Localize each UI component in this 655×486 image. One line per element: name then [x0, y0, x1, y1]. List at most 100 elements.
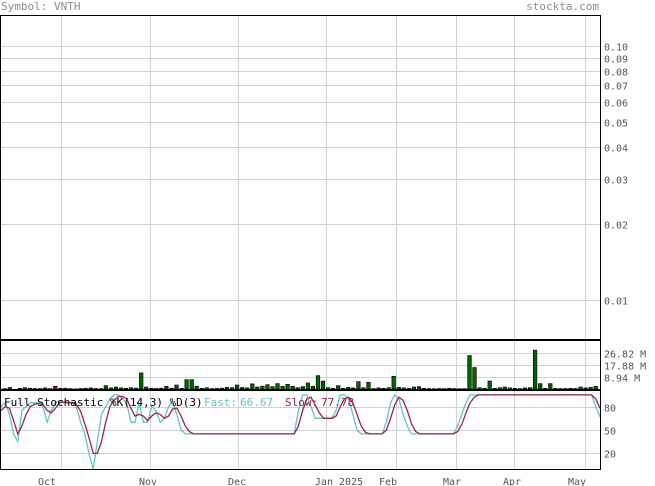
- volume-bar: [487, 380, 492, 390]
- volume-bar: [366, 381, 371, 390]
- volume-bar: [295, 387, 300, 390]
- volume-bar: [265, 384, 270, 390]
- x-tick-label: Nov: [139, 477, 157, 486]
- volume-bar: [224, 387, 230, 390]
- price-panel: 0.100.09 0.08 0.07 0.06 0.05 0.04 0.03 0.02 0.01: [0, 15, 628, 340]
- volume-bar: [325, 387, 331, 390]
- volume-bar: [512, 387, 517, 390]
- volume-bar: [58, 387, 63, 390]
- volume-bar: [144, 386, 149, 390]
- price-tick-label: 0.02: [604, 221, 628, 232]
- volume-bar: [568, 387, 573, 390]
- volume-bar: [255, 386, 260, 390]
- price-tick-label: 0.08: [604, 68, 628, 79]
- volume-bar: [310, 385, 316, 390]
- volume-bar: [32, 388, 38, 390]
- fast-legend-value: 66.67: [240, 396, 273, 409]
- volume-bar: [492, 387, 497, 390]
- volume-bar: [553, 387, 558, 390]
- volume-bar: [391, 375, 396, 390]
- volume-bar: [401, 387, 406, 390]
- volume-bar: [88, 387, 93, 390]
- fast-legend-label: Fast:: [204, 396, 237, 409]
- volume-bar: [199, 387, 204, 390]
- volume-bar: [174, 384, 179, 390]
- volume-bar: [108, 387, 113, 390]
- volume-bar: [467, 355, 472, 390]
- price-tick-label: 0.10: [604, 43, 628, 54]
- volume-bar: [548, 383, 553, 390]
- slow-line: [0, 394, 601, 455]
- volume-bar: [103, 385, 108, 390]
- price-tick-label: 0.07: [604, 82, 628, 93]
- volume-bar: [416, 386, 422, 390]
- price-tick-label: 0.06: [604, 99, 628, 110]
- volume-bar: [219, 387, 225, 390]
- volume-bar: [381, 387, 386, 390]
- volume-bar: [27, 387, 33, 390]
- volume-bar: [527, 387, 533, 390]
- x-tick-label: Jan 2025: [315, 477, 363, 486]
- volume-bar: [578, 386, 583, 390]
- volume-bar: [154, 388, 159, 390]
- stochastic-tick-label: 50: [604, 427, 616, 438]
- volume-bar: [83, 387, 88, 390]
- stochastic-tick-label: 20: [604, 450, 616, 461]
- brand-link[interactable]: stockta.com: [526, 0, 599, 13]
- volume-bar: [447, 387, 452, 390]
- volume-bar: [184, 379, 189, 390]
- volume-bar: [270, 386, 275, 390]
- volume-bar: [346, 386, 351, 390]
- stochastic-y-ticks: 80 50 20: [604, 404, 616, 461]
- volume-bar: [411, 386, 417, 390]
- volume-frame: [0, 340, 601, 390]
- x-axis-labels: Oct Nov Dec Jan 2025 Feb Mar Apr May: [38, 477, 586, 486]
- volume-bar: [275, 383, 280, 390]
- x-tick-label: Feb: [379, 477, 397, 486]
- volume-bar: [315, 375, 321, 390]
- price-tick-label: 0.04: [604, 144, 628, 155]
- volume-bar: [285, 383, 290, 390]
- volume-bar: [305, 382, 311, 390]
- volume-tick-label: 8.94 M: [604, 374, 640, 385]
- price-frame: [0, 15, 601, 340]
- volume-bar: [421, 387, 427, 390]
- volume-bar: [386, 387, 391, 390]
- volume-bar: [588, 387, 593, 390]
- volume-bar: [502, 386, 507, 390]
- volume-bar: [204, 387, 209, 390]
- volume-bar: [482, 387, 487, 390]
- stochastic-frame: [0, 390, 601, 470]
- volume-bar: [194, 385, 199, 390]
- volume-bar: [139, 372, 144, 390]
- volume-bar: [159, 387, 164, 390]
- volume-bar: [123, 387, 129, 390]
- stochastic-title: Full Stochastic %K(14,3) %D(3): [4, 396, 203, 409]
- volume-bar: [164, 385, 169, 390]
- volume-bar: [371, 388, 376, 390]
- volume-bar: [583, 387, 588, 390]
- volume-bar: [245, 387, 250, 390]
- volume-bar: [437, 388, 442, 390]
- volume-bar: [149, 387, 154, 390]
- slow-legend-value: 77.78: [321, 396, 354, 409]
- volume-tick-label: 26.82 M: [604, 350, 646, 361]
- volume-bar: [320, 380, 326, 390]
- stochastic-tick-label: 80: [604, 404, 616, 415]
- volume-bar: [336, 385, 341, 390]
- x-tick-label: Mar: [443, 477, 461, 486]
- volume-bar: [78, 388, 83, 390]
- volume-bar: [396, 387, 401, 390]
- volume-bar: [351, 387, 356, 390]
- x-tick-label: Dec: [228, 477, 246, 486]
- volume-bar: [356, 381, 361, 390]
- volume-bar: [543, 387, 548, 390]
- volume-bar: [573, 388, 578, 390]
- volume-bar: [53, 385, 58, 390]
- volume-bar: [563, 388, 568, 390]
- volume-tick-label: 17.88 M: [604, 362, 646, 373]
- stochastic-lines: [0, 393, 601, 470]
- volume-bar: [63, 387, 68, 390]
- volume-panel: 26.82 M17.88 M8.94 M: [0, 340, 646, 390]
